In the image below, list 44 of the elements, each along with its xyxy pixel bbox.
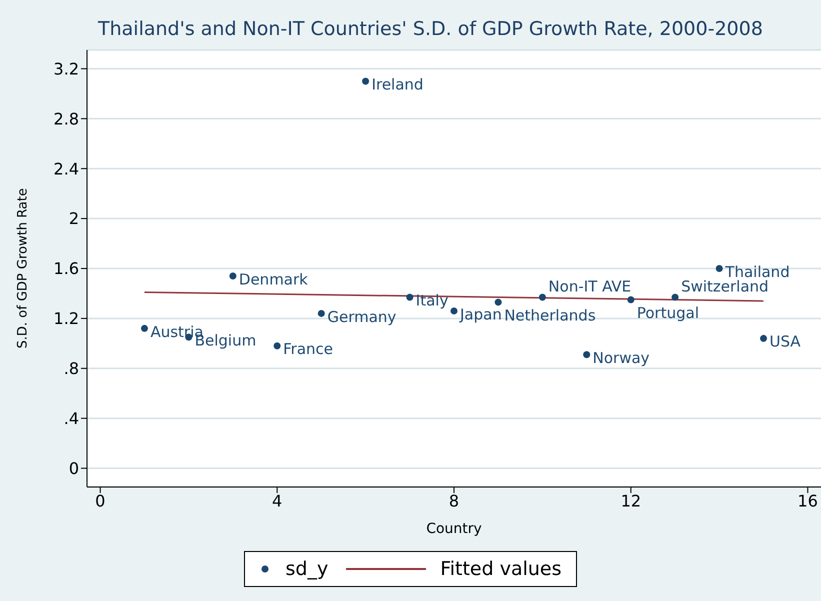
point [450,307,458,314]
legend-label: sd_y [285,558,328,580]
point [229,272,236,280]
legend-label: Fitted values [440,558,562,580]
x-axis-title: Country [426,521,482,537]
annotation: Italy [416,292,448,310]
x-tick-label: 16 [798,491,818,510]
y-axis-title: S.D. of GDP Growth Rate [16,188,31,348]
annotation: Portugal [636,304,699,322]
point [672,294,679,301]
x-tick-label: 4 [272,491,282,510]
y-tick-label: .4 [64,409,79,428]
x-tick-label: 12 [620,491,642,510]
point [318,310,325,317]
point [627,296,634,304]
point [140,324,148,332]
point [716,265,723,272]
y-tick-label: 0 [68,458,79,478]
annotation: Ireland [372,76,424,94]
annotation: France [283,340,334,358]
y-tick-label: 2 [68,209,79,228]
annotation: Netherlands [504,306,596,325]
annotation: USA [770,332,802,351]
y-tick-label: 2.4 [54,159,79,178]
annotation: Denmark [238,270,308,288]
point [583,351,590,358]
annotation: Non-IT AVE [548,278,632,296]
y-tick-label: 1.2 [54,309,79,328]
point [362,78,370,85]
x-tick-label: 8 [448,491,460,510]
point [494,298,502,306]
y-tick-label: 3.2 [54,59,79,78]
annotation: Japan [459,305,502,324]
x-tick-label: 0 [95,491,106,510]
point [406,294,414,301]
point [274,342,281,350]
point [760,334,768,342]
y-tick-label: 1.6 [54,259,79,278]
point [538,294,546,301]
y-tick-label: 2.8 [54,109,79,128]
y-tick-label: .8 [64,359,79,378]
chart-title: Thailand's and Non-IT Countries' S.D. of GDP Growth Rate, 2000-2008 [98,18,764,40]
annotation: Germany [327,308,396,326]
annotation: Norway [592,348,650,367]
